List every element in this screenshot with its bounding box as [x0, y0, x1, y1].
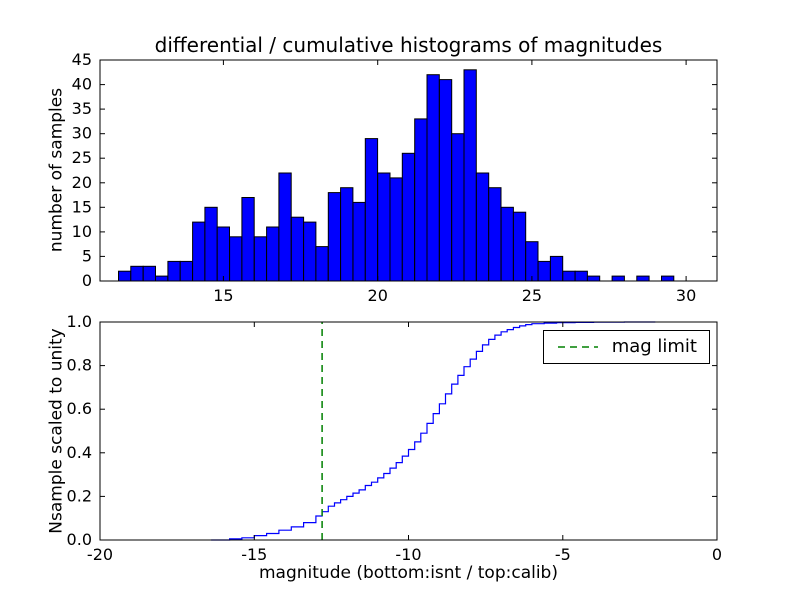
histogram-bar — [414, 118, 428, 282]
y-tick-label: 1.0 — [67, 312, 92, 331]
y-tick-label: 15 — [72, 197, 92, 216]
x-tick-label: -20 — [87, 545, 113, 564]
histogram-bar — [241, 197, 255, 282]
y-tick-label: 0.6 — [67, 399, 92, 418]
top-y-axis-label: number of samples — [46, 87, 67, 253]
x-tick-label: -15 — [241, 545, 267, 564]
histogram-bar — [525, 241, 539, 282]
histogram-bar — [636, 275, 650, 282]
histogram-bar — [253, 236, 268, 282]
histogram-bar — [661, 275, 675, 282]
histogram-bar — [475, 172, 490, 282]
x-tick-label: -5 — [555, 545, 571, 564]
differential-histogram: 15 20 25 30 0 5 10 15 20 25 30 35 40 45 — [72, 50, 718, 305]
cumulative-step-line — [211, 321, 656, 541]
histogram-bar — [401, 152, 416, 282]
histogram-bar — [352, 201, 366, 282]
histogram-bar — [574, 270, 588, 282]
y-tick-label: 5 — [82, 246, 92, 265]
x-tick-label: 0 — [712, 545, 722, 564]
x-tick-label: -10 — [395, 545, 421, 564]
axes-frame — [99, 59, 718, 282]
histogram-bar — [216, 226, 230, 282]
legend: mag limit — [542, 330, 710, 364]
y-tick-label: 25 — [72, 148, 92, 167]
y-tick-label: 10 — [72, 222, 92, 241]
y-tick-label: 0.2 — [67, 486, 92, 505]
histogram-bar — [451, 133, 465, 282]
y-tick-label: 35 — [72, 99, 92, 118]
legend-dashed-line-sample — [557, 346, 598, 348]
histogram-bar — [167, 260, 181, 282]
x-tick-label: 25 — [522, 286, 542, 305]
y-tick-label: 0.8 — [67, 356, 92, 375]
histogram-bar — [327, 192, 342, 282]
histogram-bar — [488, 187, 502, 282]
histogram-bar — [266, 226, 280, 282]
histogram-bar — [142, 265, 156, 282]
histogram-bar — [278, 172, 292, 282]
y-tick-label: 0 — [82, 271, 92, 290]
y-tick-label: 40 — [72, 75, 92, 94]
bottom-x-axis-label: magnitude (bottom:isnt / top:calib) — [259, 563, 558, 583]
histogram-bar — [611, 275, 625, 282]
y-tick-label: 30 — [72, 124, 92, 143]
bottom-y-axis-label: Nsample scaled to unity — [46, 328, 67, 534]
histogram-bar — [315, 246, 329, 282]
histogram-bar — [512, 211, 527, 282]
histogram-bar — [364, 138, 379, 282]
y-tick-label: 0.4 — [67, 443, 92, 462]
histogram-bar — [389, 177, 403, 282]
histogram-bar — [290, 216, 305, 282]
histogram-bar — [549, 255, 564, 282]
legend-label: mag limit — [611, 336, 697, 357]
histogram-bar — [229, 236, 243, 282]
histogram-bar — [179, 260, 193, 282]
cumulative-histogram: -20 -15 -10 -5 0 0.0 0.2 0.4 0.6 0.8 1.0 — [67, 312, 723, 564]
histogram-bar — [500, 206, 514, 282]
x-tick-label: 30 — [676, 286, 696, 305]
histogram-bar — [537, 260, 551, 282]
histogram-bar — [130, 265, 144, 282]
x-tick-label: 20 — [368, 286, 388, 305]
histogram-bar — [204, 206, 218, 282]
histogram-bar — [426, 74, 440, 282]
chart-title: differential / cumulative histograms of … — [154, 33, 663, 57]
histogram-bar — [118, 270, 132, 282]
histogram-bar — [192, 221, 206, 282]
y-tick-label: 20 — [72, 173, 92, 192]
y-tick-label: 0.0 — [67, 530, 92, 549]
histogram-bar — [303, 221, 317, 282]
histogram-bar — [377, 172, 391, 282]
histogram-bar — [562, 270, 576, 282]
histogram-bar — [463, 69, 477, 282]
histogram-bar — [340, 187, 354, 282]
histogram-bar — [586, 275, 601, 282]
histogram-bar — [438, 79, 453, 282]
y-tick-label: 45 — [72, 50, 92, 69]
x-tick-label: 15 — [213, 286, 233, 305]
histogram-bar — [155, 275, 169, 282]
